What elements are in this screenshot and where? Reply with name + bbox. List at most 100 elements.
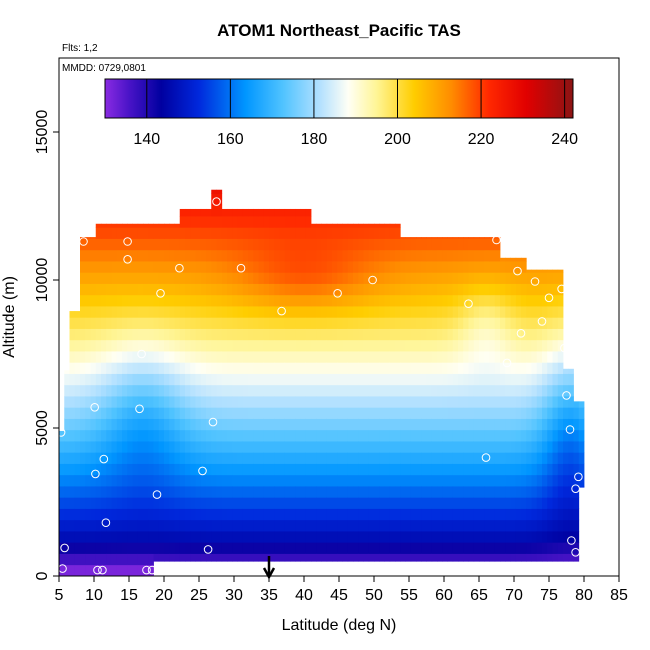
heatmap-cell xyxy=(211,339,217,352)
heatmap-cell xyxy=(311,328,317,341)
heatmap-cell xyxy=(137,249,144,262)
heatmap-cell xyxy=(122,294,128,307)
heatmap-cell xyxy=(358,531,364,543)
heatmap-cell xyxy=(179,508,186,521)
heatmap-cell xyxy=(269,429,275,442)
heatmap-cell xyxy=(137,317,144,329)
sample-point xyxy=(101,518,111,528)
heatmap-cell xyxy=(379,497,385,509)
heatmap-cell xyxy=(421,418,427,431)
heatmap-cell xyxy=(332,223,338,228)
heatmap-cell xyxy=(374,429,380,442)
heatmap-cell xyxy=(332,328,338,341)
heatmap-cell xyxy=(542,553,548,562)
heatmap-cell xyxy=(132,351,139,363)
heatmap-cell xyxy=(468,283,475,296)
heatmap-cell xyxy=(447,452,454,464)
heatmap-cell xyxy=(311,294,317,307)
heatmap-cell xyxy=(221,227,228,239)
heatmap-cell xyxy=(200,497,207,509)
heatmap-cell xyxy=(95,238,102,251)
heatmap-cell xyxy=(568,463,574,476)
heatmap-cell xyxy=(211,193,217,206)
heatmap-cell xyxy=(195,553,202,562)
heatmap-cell xyxy=(300,542,307,554)
heatmap-cell xyxy=(305,373,312,386)
heatmap-cell xyxy=(363,407,370,419)
heatmap-cell xyxy=(368,531,375,543)
heatmap-cell xyxy=(426,272,433,284)
heatmap-cell xyxy=(206,474,212,487)
heatmap-cell xyxy=(169,317,175,329)
heatmap-cell xyxy=(494,407,501,419)
heatmap-cell xyxy=(106,272,112,284)
heatmap-cell xyxy=(442,384,448,397)
heatmap-cell xyxy=(431,497,438,509)
heatmap-cell xyxy=(437,362,443,374)
heatmap-cell xyxy=(95,452,102,464)
heatmap-cell xyxy=(458,317,464,329)
heatmap-cell xyxy=(190,542,196,554)
heatmap-cells xyxy=(59,189,585,576)
heatmap-cell xyxy=(321,486,328,498)
heatmap-cell xyxy=(248,441,254,453)
heatmap-cell xyxy=(85,508,91,521)
heatmap-cell xyxy=(321,283,328,296)
heatmap-cell xyxy=(405,474,412,487)
heatmap-cell xyxy=(216,384,223,397)
sample-point xyxy=(212,197,221,206)
heatmap-cell xyxy=(290,351,296,363)
heatmap-cell xyxy=(274,553,280,562)
heatmap-cell xyxy=(216,429,223,442)
heatmap-cell xyxy=(85,261,91,273)
heatmap-cell xyxy=(552,441,559,453)
heatmap-cell xyxy=(563,396,569,408)
heatmap-cell xyxy=(311,486,317,498)
heatmap-cell xyxy=(326,531,333,543)
heatmap-cell xyxy=(347,508,354,521)
heatmap-cell xyxy=(148,508,154,521)
heatmap-cell xyxy=(295,261,301,273)
heatmap-cell xyxy=(258,452,265,464)
heatmap-cell xyxy=(174,272,181,284)
heatmap-cell xyxy=(143,227,149,239)
heatmap-cell xyxy=(547,272,553,284)
heatmap-cell xyxy=(300,474,307,487)
heatmap-cell xyxy=(416,283,422,296)
heatmap-cell xyxy=(468,373,475,386)
heatmap-cell xyxy=(505,257,511,262)
heatmap-cell xyxy=(484,384,490,397)
heatmap-cell xyxy=(290,474,296,487)
heatmap-cell xyxy=(85,237,91,239)
heatmap-cell xyxy=(290,339,296,352)
heatmap-cell xyxy=(526,328,532,341)
heatmap-cell xyxy=(127,272,133,284)
heatmap-cell xyxy=(542,542,548,554)
heatmap-cell xyxy=(169,272,175,284)
heatmap-cell xyxy=(353,429,359,442)
heatmap-cell xyxy=(290,519,296,532)
sample-point xyxy=(481,453,491,462)
heatmap-cell xyxy=(295,519,301,532)
y-tick-label: 15000 xyxy=(34,110,51,155)
heatmap-cell xyxy=(479,238,485,251)
heatmap-cell xyxy=(515,486,522,498)
heatmap-cell xyxy=(521,553,527,562)
heatmap-cell xyxy=(326,441,333,453)
heatmap-cell xyxy=(274,463,280,476)
heatmap-cell xyxy=(536,497,543,509)
heatmap-cell xyxy=(542,497,548,509)
heatmap-cell xyxy=(195,249,202,262)
heatmap-cell xyxy=(515,474,522,487)
heatmap-cell xyxy=(269,261,275,273)
heatmap-cell xyxy=(284,238,291,251)
heatmap-cell xyxy=(106,261,112,273)
heatmap-cell xyxy=(253,418,259,431)
heatmap-cell xyxy=(211,519,217,532)
heatmap-cell xyxy=(216,272,223,284)
heatmap-cell xyxy=(74,564,81,576)
heatmap-cell xyxy=(468,486,475,498)
heatmap-cell xyxy=(279,373,286,386)
heatmap-cell xyxy=(431,519,438,532)
